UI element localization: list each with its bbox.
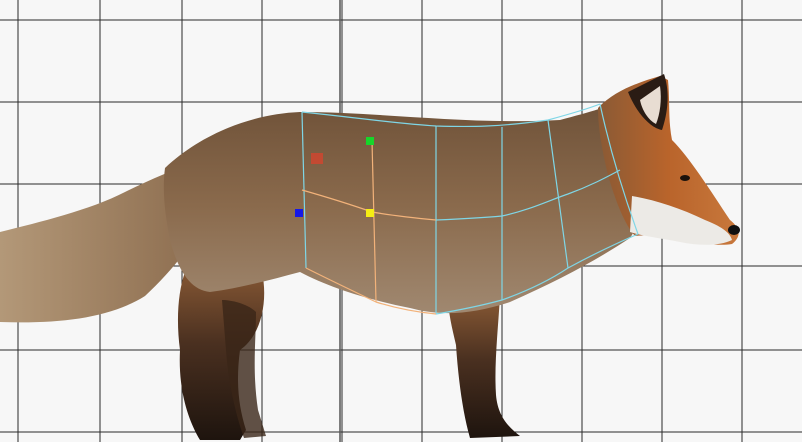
cage-handle-red[interactable] — [311, 153, 323, 164]
cage-outer-edges[interactable] — [301, 103, 639, 315]
cage-handle-green[interactable] — [366, 137, 374, 145]
cage-handle-blue[interactable] — [295, 209, 303, 217]
fox-body — [163, 98, 642, 314]
cage-inner-col[interactable] — [371, 140, 377, 303]
cage-row-divider[interactable] — [435, 169, 621, 221]
fox-front-leg — [448, 296, 520, 438]
cage-col-4[interactable] — [599, 103, 639, 235]
fox-tail — [0, 162, 215, 323]
fox-muzzle — [630, 196, 732, 245]
fox-eye — [680, 175, 690, 181]
cage-handle-yellow[interactable] — [366, 209, 374, 217]
fox-ear-inner — [640, 86, 661, 124]
cage-bottom-edge[interactable] — [435, 233, 639, 315]
cage-top-edge[interactable] — [301, 103, 601, 128]
cage-col-3[interactable] — [547, 119, 569, 269]
fox-nose — [728, 225, 740, 235]
cage-inner-edges[interactable] — [301, 140, 437, 315]
cage-inner-bottom[interactable] — [305, 267, 437, 315]
fox-hind-leg-2 — [222, 300, 266, 438]
